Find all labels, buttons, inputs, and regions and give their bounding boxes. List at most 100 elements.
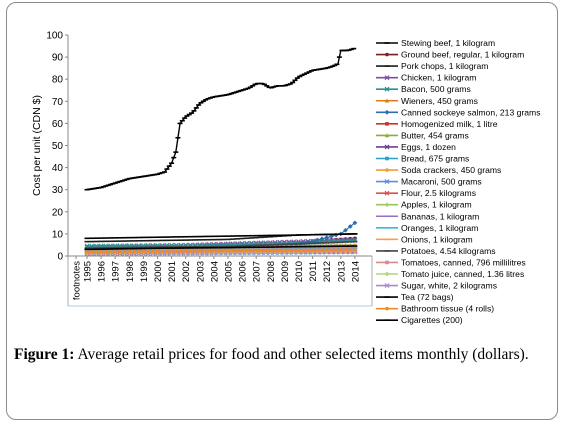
series-marker [334,248,338,252]
legend-label: Bathroom tissue (4 rolls) [401,304,494,314]
x-tick-label: 2012 [322,261,333,282]
x-tick-label: 2011 [308,261,319,281]
x-tick-label: 2002 [181,261,192,282]
series-marker [230,249,235,253]
legend-label: Eggs, 1 dozen [401,142,456,152]
series-marker [385,122,389,126]
series-marker [263,248,268,253]
series-marker [384,144,390,150]
x-tick-label: 2014 [350,261,361,282]
series-cigarettes-200 [84,233,358,240]
series-marker [343,248,348,252]
legend-entry: Soda crackers, 450 grams [376,165,501,175]
legend-entry: Eggs, 1 dozen [376,142,456,152]
legend-label: Oranges, 1 kilogram [401,223,478,233]
legend-label: Cigarettes (200) [401,315,463,325]
series-marker [127,249,132,254]
series-marker [347,224,353,229]
x-tick-label: 2005 [224,261,235,282]
series-marker [193,249,197,254]
legend-label: Macaroni, 500 grams [401,177,482,187]
x-tick-label: 2001 [167,261,178,282]
legend-label: Butter, 454 grams [401,130,469,140]
series-marker [132,249,136,254]
series-marker [320,248,324,252]
y-tick-label: 60 [52,119,64,130]
series-marker [292,248,296,253]
y-tick-label: 80 [52,75,64,86]
series-marker [296,248,301,253]
y-tick-label: 0 [57,252,63,263]
series-marker [352,220,358,226]
series-marker [314,237,320,243]
x-tick-label: 1997 [111,261,122,282]
series-tea-72-bags [84,245,358,251]
series-marker [315,248,320,253]
series-marker [282,248,287,253]
legend-entry: Macaroni, 500 grams [376,177,482,187]
x-tick-label: 2009 [280,261,291,282]
figure-caption-text: Average retail prices for food and other… [74,346,529,363]
series-marker [384,179,390,185]
series-marker [235,249,240,253]
series-marker [99,250,103,254]
y-tick-label: 70 [52,97,64,108]
series-marker [385,52,389,57]
legend-label: Sugar, white, 2 kilograms [401,281,497,291]
legend-entry: Tomatoes, canned, 796 millilitres [376,257,526,267]
legend-label: Bananas, 1 kilogram [401,211,479,221]
legend-label: Tomato juice, canned, 1.36 litres [401,269,524,279]
x-tick-label: 2000 [153,261,164,282]
y-axis-title: Cost per unit (CDN $) [31,95,43,196]
series-marker [384,86,390,92]
legend-entry: Butter, 454 grams [376,130,469,140]
x-tick-label: 1998 [125,261,136,282]
figure-caption: Figure 1: Average retail prices for food… [14,344,552,365]
series-line [86,251,355,254]
series-marker [259,248,263,253]
series-marker [277,248,282,253]
series-marker [160,249,164,254]
series-marker [198,249,202,253]
series-line [86,246,355,252]
legend-label: Bacon, 500 grams [401,84,471,94]
legend-entry: Homogenized milk, 1 litre [376,119,498,129]
x-axis: footnotes 1995 1996 1997 1998 1999 2000 2001 200… [67,255,373,307]
legend-label: Chicken, 1 kilogram [401,73,476,83]
x-tick-label: 2004 [209,261,220,282]
series-marker [333,232,339,238]
legend: Stewing beef, 1 kilogram Ground beef, reg… [376,38,541,325]
legend-entry: Sugar, white, 2 kilograms [376,281,497,291]
series-marker [141,249,146,254]
legend-entry: Tomato juice, canned, 1.36 litres [376,269,524,279]
legend-entry: Canned sockeye salmon, 213 grams [376,107,541,117]
series-bathroom-tissue-4-rolls [85,248,357,254]
series-marker [385,260,389,265]
x-tick-label: 2006 [238,261,249,282]
legend-entry: Apples, 1 kilogram [376,200,472,210]
legend-entry: Bread, 675 grams [376,154,469,164]
series-marker [202,249,207,253]
series-marker [108,250,113,254]
series-line [86,249,355,253]
legend-label: Flour, 2.5 kilograms [401,188,476,198]
series-marker [310,238,315,244]
legend-label: Homogenized milk, 1 litre [401,119,498,129]
legend-label: Stewing beef, 1 kilogram [401,38,495,48]
legend-entry: Chicken, 1 kilogram [376,73,476,83]
series-marker [385,156,389,161]
legend-entry: Potatoes, 4.54 kilograms [376,246,496,256]
series-marker [348,248,353,252]
series-marker [174,249,179,254]
series-marker [207,249,211,253]
legend-label: Tea (72 bags) [401,292,454,302]
legend-label: Ground beef, regular, 1 kilogram [401,50,524,60]
series-marker [343,227,348,233]
series-marker [353,248,357,252]
series-marker [324,235,330,240]
legend-label: Soda crackers, 450 grams [401,165,501,175]
y-tick-label: 30 [52,185,64,196]
legend-entry: Stewing beef, 1 kilogram [376,38,495,48]
x-tick-label: 2003 [195,261,206,282]
series-marker [384,98,390,103]
